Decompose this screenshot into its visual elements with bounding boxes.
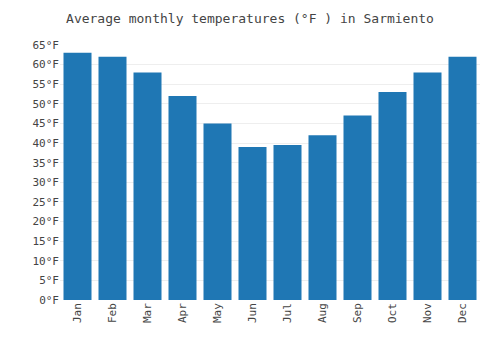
svg-text:5°F: 5°F (39, 274, 59, 287)
svg-text:Mar: Mar (141, 303, 154, 323)
svg-text:50°F: 50°F (33, 98, 60, 111)
svg-text:35°F: 35°F (33, 157, 60, 170)
svg-text:Jan: Jan (71, 303, 84, 323)
svg-text:Jun: Jun (246, 303, 259, 323)
svg-text:Jul: Jul (281, 303, 294, 323)
svg-text:30°F: 30°F (33, 176, 60, 189)
svg-text:20°F: 20°F (33, 215, 60, 228)
svg-text:Feb: Feb (106, 303, 119, 323)
svg-text:10°F: 10°F (33, 255, 60, 268)
svg-text:25°F: 25°F (33, 196, 60, 209)
svg-text:Dec: Dec (456, 303, 469, 323)
svg-text:Average monthly temperatures (: Average monthly temperatures (°F ) in Sa… (66, 11, 434, 26)
svg-text:55°F: 55°F (33, 78, 60, 91)
svg-text:40°F: 40°F (33, 137, 60, 150)
svg-text:Nov: Nov (421, 303, 434, 323)
svg-text:60°F: 60°F (33, 58, 60, 71)
svg-text:Aug: Aug (316, 303, 329, 323)
svg-text:Apr: Apr (176, 303, 189, 323)
svg-text:45°F: 45°F (33, 117, 60, 130)
svg-text:Sep: Sep (351, 303, 364, 323)
svg-text:15°F: 15°F (33, 235, 60, 248)
svg-text:65°F: 65°F (33, 39, 60, 52)
svg-text:May: May (211, 303, 224, 323)
svg-text:Oct: Oct (386, 303, 399, 323)
svg-text:0°F: 0°F (39, 294, 59, 307)
